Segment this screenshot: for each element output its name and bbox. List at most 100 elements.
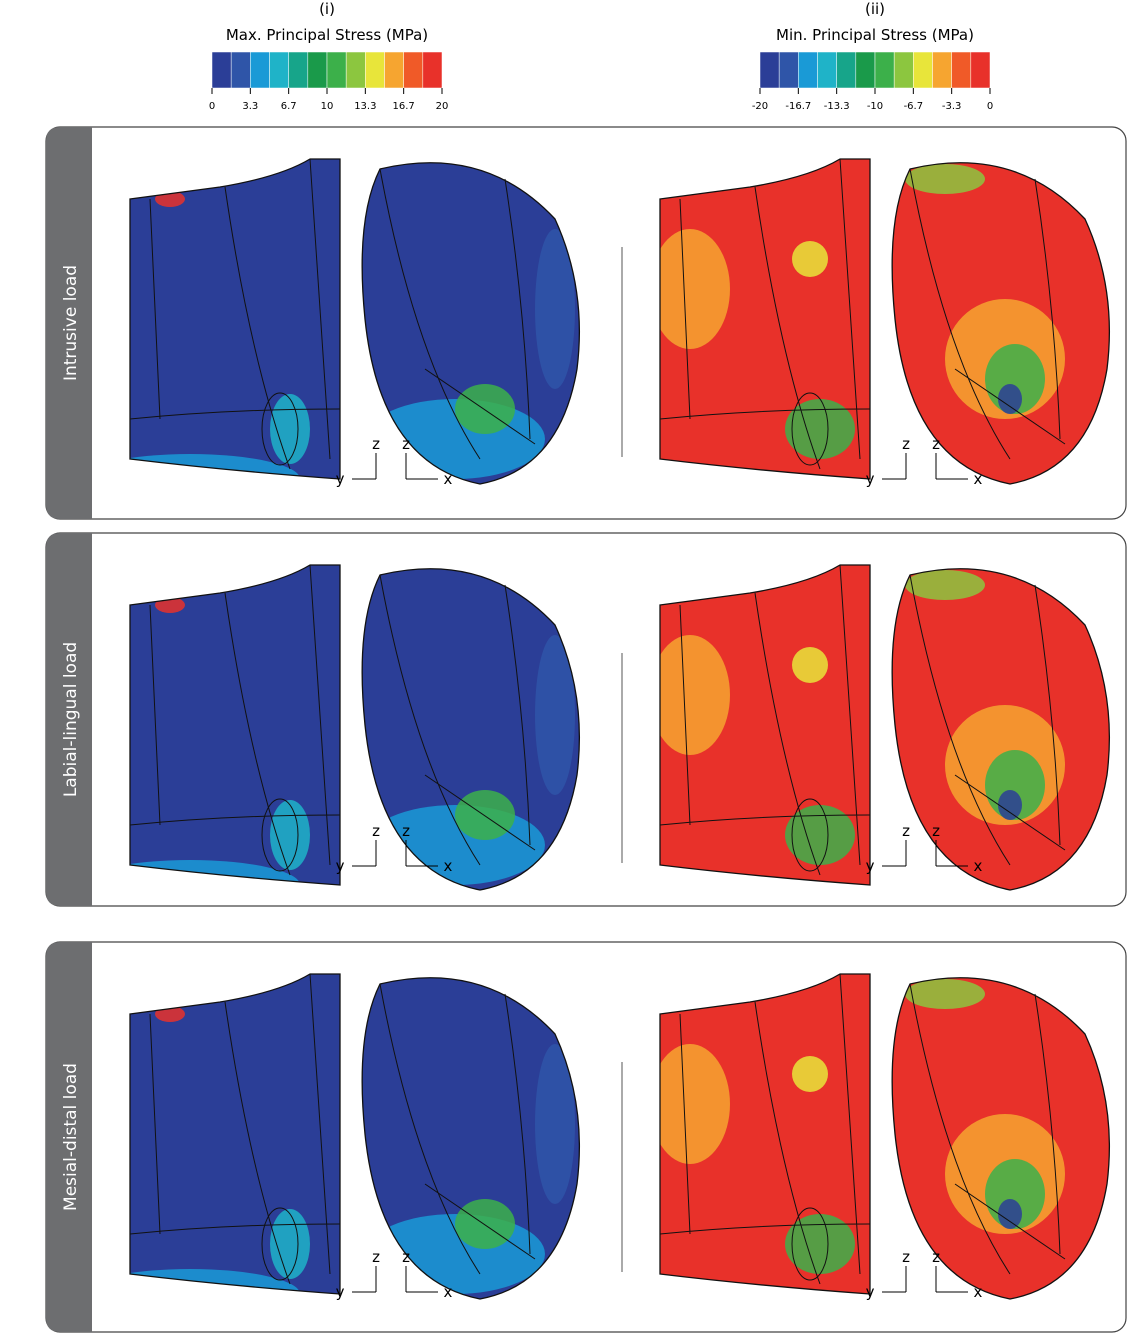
axis-letter: y xyxy=(336,857,345,875)
legend-swatch xyxy=(856,52,875,88)
stress-region xyxy=(650,1044,730,1164)
row-label: Mesial-distal load xyxy=(61,1063,81,1211)
legend-swatch xyxy=(212,52,231,88)
legend-swatch xyxy=(289,52,308,88)
axis-letter: y xyxy=(866,857,875,875)
fea-plot xyxy=(362,163,579,484)
fea-plot xyxy=(80,974,340,1319)
fea-fill xyxy=(80,974,340,1319)
legend-tick-label: 0 xyxy=(209,101,215,112)
stress-region xyxy=(535,1044,575,1204)
stress-region xyxy=(535,229,575,389)
panel-label: (ii) xyxy=(865,0,885,18)
legend-swatch xyxy=(327,52,346,88)
axis-letter: z xyxy=(402,822,410,840)
legend-swatch xyxy=(308,52,327,88)
stress-region xyxy=(80,454,300,504)
fea-plot xyxy=(80,565,340,910)
fea-plot xyxy=(892,163,1109,484)
stress-region xyxy=(650,149,710,189)
stress-region xyxy=(650,964,710,1004)
axis-letter: z xyxy=(402,435,410,453)
stress-region xyxy=(270,394,310,464)
figure: (i)Max. Principal Stress (MPa)03.36.7101… xyxy=(0,0,1130,1335)
axis-letter: x xyxy=(444,1283,453,1301)
stress-region xyxy=(270,800,310,870)
legend-tick-label: 20 xyxy=(436,101,449,112)
legend-swatch xyxy=(423,52,442,88)
legend-swatch xyxy=(952,52,971,88)
panel-label: (i) xyxy=(319,0,335,18)
legend-swatch xyxy=(231,52,250,88)
legend-swatch xyxy=(760,52,779,88)
stress-region xyxy=(365,399,545,479)
legend-tick-label: 16.7 xyxy=(393,101,415,112)
legend-swatch xyxy=(971,52,990,88)
fea-fill xyxy=(80,565,340,910)
axis-letter: y xyxy=(866,470,875,488)
stress-region xyxy=(80,1269,300,1319)
stress-region xyxy=(998,1199,1022,1229)
stress-region xyxy=(650,635,730,755)
fea-plot xyxy=(892,978,1109,1299)
axis-letter: z xyxy=(402,1248,410,1266)
legend-swatch xyxy=(798,52,817,88)
fea-plot xyxy=(362,569,579,890)
stress-region xyxy=(792,647,828,683)
legend-tick-label: 3.3 xyxy=(242,101,258,112)
legend-swatch xyxy=(933,52,952,88)
stress-region xyxy=(455,384,515,434)
stress-region xyxy=(80,860,300,910)
legend-swatch xyxy=(404,52,423,88)
axis-letter: y xyxy=(336,1283,345,1301)
legend-tick-label: 6.7 xyxy=(281,101,297,112)
axis-letter: x xyxy=(974,1283,983,1301)
legend-title: Min. Principal Stress (MPa) xyxy=(776,26,974,44)
axis-letter: z xyxy=(372,435,380,453)
legend-swatch xyxy=(913,52,932,88)
legend-title: Max. Principal Stress (MPa) xyxy=(226,26,428,44)
stress-region xyxy=(905,164,985,194)
stress-region xyxy=(905,979,985,1009)
row-label: Labial-lingual load xyxy=(61,642,81,797)
legend-swatch xyxy=(779,52,798,88)
legend-tick-label: -6.7 xyxy=(904,101,924,112)
fea-fill xyxy=(650,149,870,479)
stress-region xyxy=(535,635,575,795)
axis-letter: z xyxy=(902,1248,910,1266)
legend-tick-label: 0 xyxy=(987,101,993,112)
axis-letter: z xyxy=(372,822,380,840)
axis-letter: x xyxy=(974,470,983,488)
stress-region xyxy=(650,555,710,595)
legend-swatch xyxy=(250,52,269,88)
fea-fill xyxy=(650,964,870,1294)
axis-letter: x xyxy=(444,857,453,875)
stress-region xyxy=(998,790,1022,820)
stress-region xyxy=(455,1199,515,1249)
fea-plot xyxy=(362,978,579,1299)
stress-region xyxy=(998,384,1022,414)
axis-letter: y xyxy=(866,1283,875,1301)
fea-plot xyxy=(650,555,870,885)
stress-region xyxy=(270,1209,310,1279)
fea-plot xyxy=(650,964,870,1294)
legend-tick-label: -20 xyxy=(752,101,768,112)
legend-tick-label: 13.3 xyxy=(354,101,376,112)
axis-letter: z xyxy=(902,435,910,453)
legend-swatch xyxy=(365,52,384,88)
axis-letter: z xyxy=(932,435,940,453)
axis-letter: z xyxy=(932,822,940,840)
legend-tick-label: -10 xyxy=(867,101,883,112)
legend-swatch xyxy=(270,52,289,88)
stress-region xyxy=(792,241,828,277)
legend-swatch xyxy=(818,52,837,88)
axis-letter: z xyxy=(902,822,910,840)
axis-letter: z xyxy=(372,1248,380,1266)
stress-region xyxy=(455,790,515,840)
fea-plot xyxy=(892,569,1109,890)
legend-swatch xyxy=(837,52,856,88)
legend-tick-label: -16.7 xyxy=(785,101,811,112)
axis-letter: y xyxy=(336,470,345,488)
legend-swatch xyxy=(875,52,894,88)
fea-fill xyxy=(650,555,870,885)
